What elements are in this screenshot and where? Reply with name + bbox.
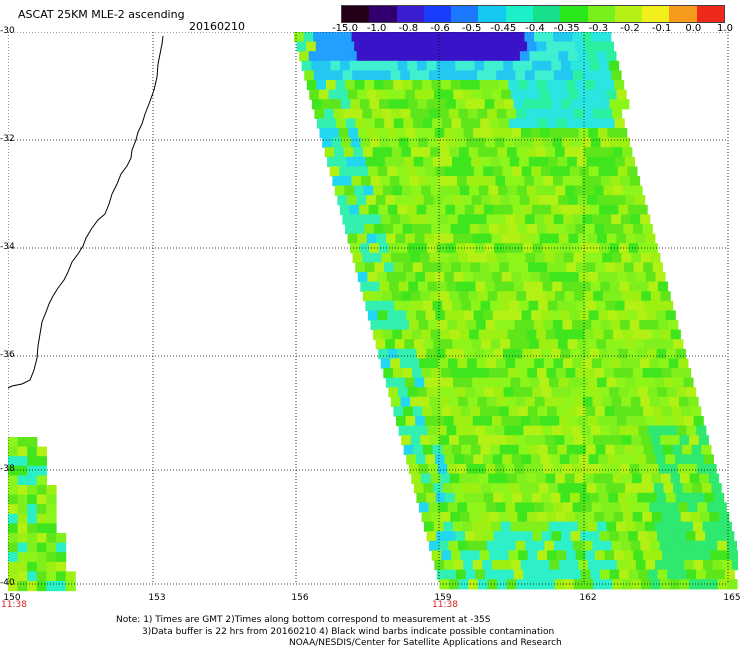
colorbar-segment [478, 6, 506, 22]
note-line-3: NOAA/NESDIS/Center for Satellite Applica… [289, 638, 562, 648]
colorbar-segment [614, 6, 643, 22]
latitude-label: -36 [0, 350, 15, 360]
latitude-label: -38 [0, 464, 15, 474]
ascat-swath-left [8, 437, 76, 592]
colorbar-tick-label: -15.0 [332, 23, 358, 34]
longitude-label: 165 [723, 593, 740, 603]
map-date: 20160210 [189, 20, 245, 33]
colorbar-segment [560, 6, 588, 22]
latitude-label: -34 [0, 242, 15, 252]
colorbar-segment [396, 6, 424, 22]
colorbar-segment [451, 6, 479, 22]
footnotes: Note: 1) Times are GMT 2)Times along bot… [0, 615, 740, 650]
coastline [8, 35, 164, 389]
ascat-swath [294, 32, 738, 590]
colorbar-tick-label: -1.0 [366, 23, 387, 34]
colorbar-segment [342, 6, 370, 22]
colorbar-tick-label: -0.8 [398, 23, 419, 34]
note-line-2: 3)Data buffer is 22 hrs from 20160210 4)… [142, 626, 555, 637]
longitude-label: 153 [148, 593, 166, 603]
map-title: ASCAT 25KM MLE-2 ascending [18, 8, 185, 21]
colorbar-tick-label: -0.6 [430, 23, 450, 34]
time-label: 11:38 [1, 600, 27, 610]
note-line-1: Note: 1) Times are GMT 2)Times along bot… [116, 615, 491, 625]
colorbar-tick-label: -0.5 [461, 23, 482, 34]
longitude-label: 162 [579, 593, 597, 603]
colorbar-tick-label: -0.35 [553, 23, 580, 34]
lat-lon-grid [8, 32, 729, 585]
colorbar-segment [505, 6, 533, 22]
colorbar-segment [587, 6, 615, 22]
colorbar-tick-label: -0.4 [525, 23, 545, 34]
colorbar-segment [642, 6, 670, 22]
latitude-label: -30 [0, 26, 15, 36]
colorbar [341, 5, 725, 23]
colorbar-tick-label: 0.0 [685, 23, 702, 34]
latitude-label: -40 [0, 578, 15, 588]
colorbar-tick-label: -0.3 [588, 23, 609, 34]
longitude-label: 156 [291, 593, 309, 603]
colorbar-tick-label: -0.1 [651, 23, 672, 34]
colorbar-segment [369, 6, 397, 22]
latitude-label: -32 [0, 134, 15, 144]
colorbar-tick-label: 1.0 [717, 23, 733, 34]
colorbar-segment [696, 6, 724, 22]
colorbar-tick-label: -0.45 [490, 23, 517, 34]
colorbar-segment [669, 6, 697, 22]
colorbar-segment [532, 6, 561, 22]
longitude-label: 150 [3, 593, 21, 603]
longitude-label: 159 [434, 593, 452, 603]
colorbar-tick-label: -0.2 [620, 23, 640, 34]
colorbar-segment [423, 6, 452, 22]
map-canvas [8, 32, 738, 592]
time-label: 11:38 [432, 600, 458, 610]
colorbar-labels: -15.0 -1.0 -0.8 -0.6 -0.5 -0.45 -0.4 -0.35 -0.3-… [332, 23, 740, 35]
